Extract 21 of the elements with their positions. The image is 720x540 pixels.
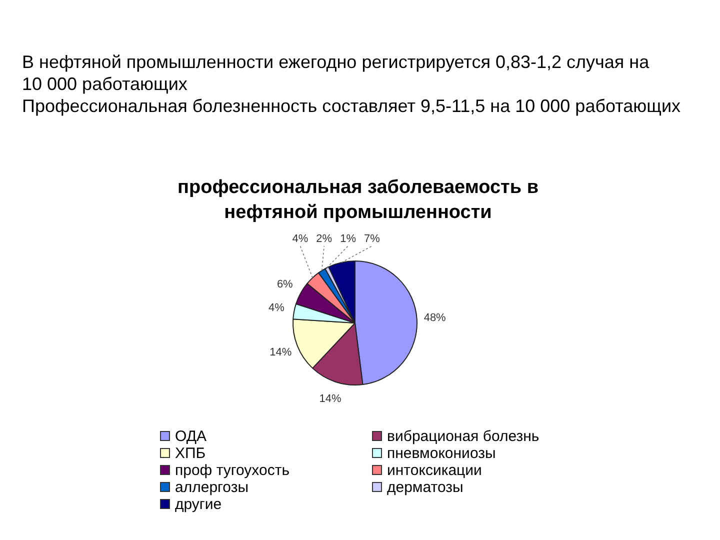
data-label: 14% — [270, 346, 292, 358]
legend-label: проф тугоухость — [175, 462, 290, 478]
data-label: 1% — [340, 233, 356, 246]
legend-label: интоксикации — [387, 462, 482, 478]
text: Профессиональная болезненность составляет 9,5-11,5 на 10 000 работающих — [22, 95, 682, 117]
legend-label: ОДА — [175, 428, 207, 444]
data-label: 2% — [316, 233, 332, 246]
legend-label: ХПБ — [175, 444, 206, 462]
data-label: 48% — [424, 312, 446, 324]
chart-title: профессиональная заболеваемость в нефтяной промышленности — [176, 176, 540, 225]
data-label: 4% — [292, 233, 308, 246]
data-label: 7% — [364, 233, 380, 246]
data-label: 14% — [319, 393, 342, 406]
legend-label: другие — [175, 496, 222, 512]
text: В нефтяной промышленности ежегодно регистрируется 0,83-1,2 случая на 10 000 работающих — [22, 51, 650, 95]
legend-label: дерматозы — [387, 478, 464, 496]
legend-label: аллергозы — [175, 478, 249, 496]
data-label: 4% — [268, 302, 285, 314]
data-label: 6% — [276, 278, 294, 290]
legend-label: вибрационая болезнь — [387, 428, 540, 444]
legend-label: пневмокониозы — [387, 444, 496, 462]
